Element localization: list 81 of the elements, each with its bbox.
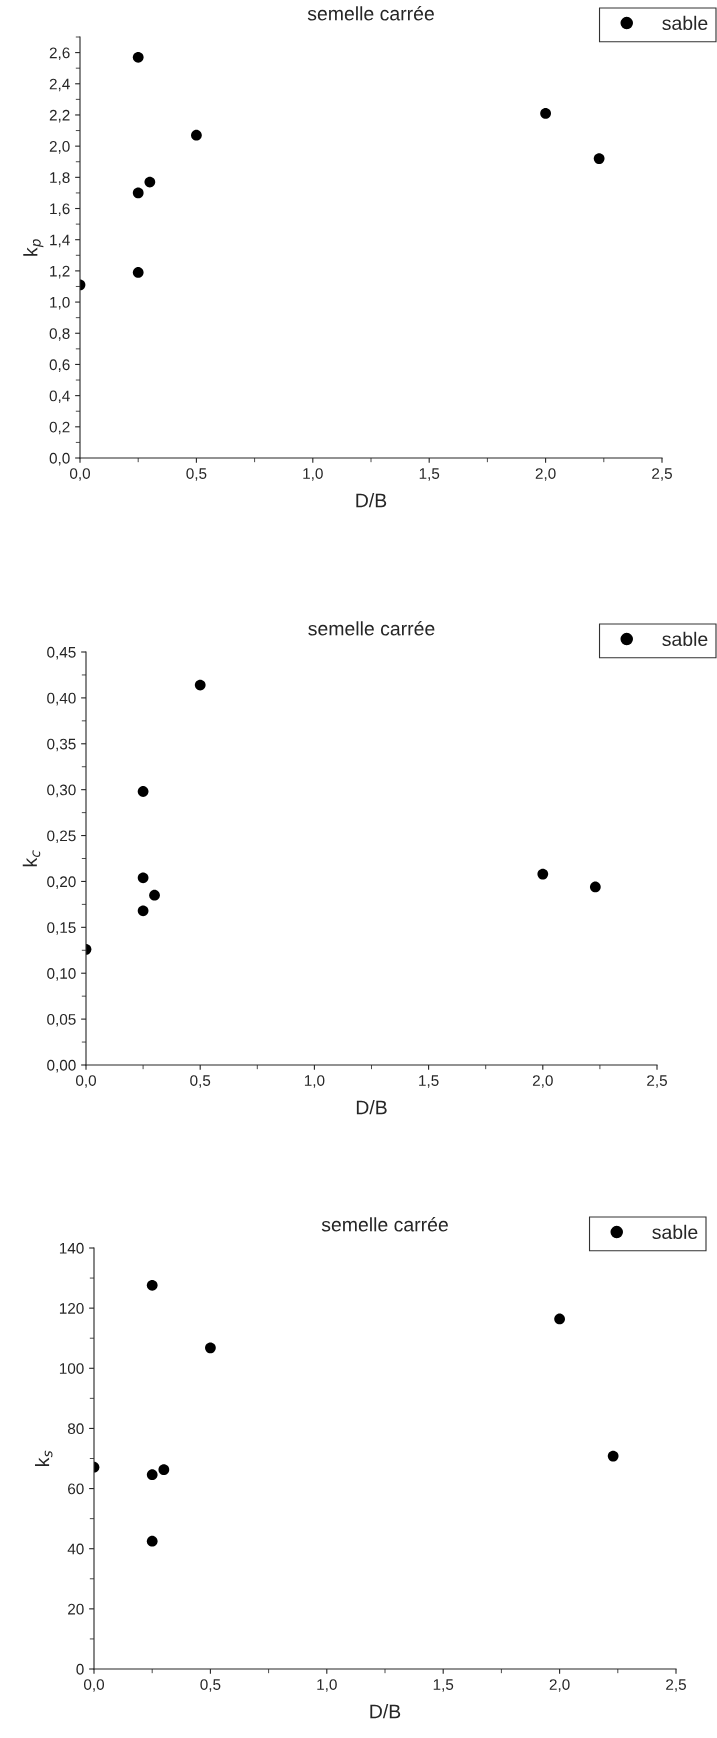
y-tick-label: 0,0 xyxy=(49,452,70,466)
y-tick-label: 120 xyxy=(59,1303,84,1314)
y-tick-label: 1,2 xyxy=(50,265,70,279)
y-tick-label: 2,2 xyxy=(49,109,70,123)
x-axis-title: D/B xyxy=(370,1704,401,1719)
y-tick-label: 140 xyxy=(59,1242,84,1254)
y-tick-label: 0,35 xyxy=(47,738,76,752)
point xyxy=(137,786,149,797)
x-tick-label: 1,0 xyxy=(317,1679,337,1692)
point xyxy=(537,868,549,880)
point xyxy=(191,129,202,141)
y-tick-label: 0,15 xyxy=(47,922,76,935)
x-tick-label: 2,0 xyxy=(549,1679,570,1692)
y-axis-title: k$_{s}$ xyxy=(35,1450,53,1467)
legend-label: sable xyxy=(662,15,708,31)
y-tick-label: 0,6 xyxy=(49,359,70,372)
point xyxy=(205,1342,216,1354)
point xyxy=(149,889,160,901)
chart-title: semelle carrée xyxy=(307,6,434,21)
x-tick-label: 0,5 xyxy=(186,468,207,481)
point xyxy=(132,187,144,199)
x-axis-title: D/B xyxy=(356,1100,387,1115)
y-axis-title: k$_{c}$ xyxy=(22,850,41,867)
x-tick-label: 2,0 xyxy=(532,1075,553,1088)
x-tick-label: 2,5 xyxy=(666,1679,686,1692)
x-tick-label: 2,5 xyxy=(647,1075,667,1088)
point xyxy=(146,1279,158,1291)
y-tick-label: 0,20 xyxy=(47,876,76,889)
chart-title: semelle carrée xyxy=(321,1217,448,1232)
y-tick-label: 0,00 xyxy=(47,1059,76,1073)
point xyxy=(540,108,551,119)
y-tick-label: 0,8 xyxy=(49,328,70,341)
y-tick-label: 1,4 xyxy=(50,234,70,248)
point xyxy=(593,153,605,164)
point xyxy=(554,1313,565,1325)
y-tick-label: 0,05 xyxy=(47,1013,76,1027)
legend-label: sable xyxy=(652,1224,698,1240)
point xyxy=(146,1469,158,1481)
point xyxy=(607,1450,619,1462)
y-tick-label: 100 xyxy=(59,1363,84,1374)
y-tick-label: 2,6 xyxy=(49,47,70,61)
point xyxy=(146,1535,158,1547)
y-tick-label: 60 xyxy=(68,1483,84,1495)
y-tick-label: 0 xyxy=(76,1663,84,1675)
chart-title: semelle carrée xyxy=(308,621,435,636)
x-tick-label: 2,5 xyxy=(652,468,672,481)
y-tick-label: 0,10 xyxy=(47,968,76,981)
y-tick-label: 0,40 xyxy=(47,692,76,706)
x-tick-label: 1,0 xyxy=(304,1075,325,1088)
legend-label: sable xyxy=(662,631,708,647)
point xyxy=(589,881,601,893)
y-tick-label: 2,4 xyxy=(49,78,70,92)
x-tick-label: 2,0 xyxy=(535,468,556,481)
y-tick-label: 80 xyxy=(67,1423,84,1435)
point xyxy=(132,51,144,63)
x-tick-label: 1,0 xyxy=(303,468,323,481)
x-tick-label: 1,5 xyxy=(433,1679,454,1692)
y-axis-title: k$_{p}$ xyxy=(23,239,44,256)
point xyxy=(137,905,149,917)
point xyxy=(158,1464,170,1475)
y-tick-label: 0,30 xyxy=(47,784,76,798)
y-tick-label: 0,25 xyxy=(47,830,76,844)
x-tick-label: 0,5 xyxy=(190,1075,211,1088)
y-tick-label: 20 xyxy=(68,1603,84,1615)
x-axis-title: D/B xyxy=(356,493,387,508)
point xyxy=(137,872,149,884)
x-tick-label: 0,0 xyxy=(83,1679,105,1692)
y-tick-label: 2,0 xyxy=(49,141,70,154)
y-tick-label: 0,2 xyxy=(49,421,70,435)
y-tick-label: 40 xyxy=(67,1543,84,1555)
x-tick-label: 1,5 xyxy=(419,1075,439,1088)
y-tick-label: 1,6 xyxy=(50,203,70,217)
point xyxy=(194,679,206,691)
point xyxy=(132,267,144,278)
point xyxy=(144,176,156,188)
y-tick-label: 0,4 xyxy=(49,390,70,404)
x-tick-label: 1,5 xyxy=(419,468,440,481)
y-tick-label: 1,8 xyxy=(50,172,70,185)
y-tick-label: 1,0 xyxy=(50,296,70,310)
y-tick-label: 0,45 xyxy=(47,646,76,660)
x-tick-label: 0,5 xyxy=(200,1679,221,1692)
